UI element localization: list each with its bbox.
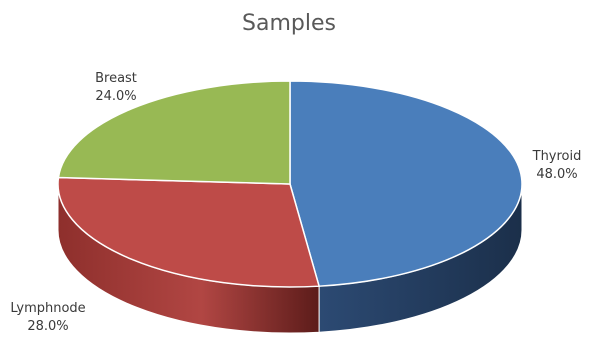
slice-labels: Thyroid 48.0% Lymphnode 28.0% Breast 24.0% — [10, 71, 581, 334]
slice-lymphnode — [57, 176, 321, 288]
slice-breast — [57, 80, 291, 185]
chart-title: Samples — [242, 11, 336, 36]
slice-value-lymphnode: 28.0% — [27, 319, 68, 334]
slice-value-breast: 24.0% — [95, 89, 136, 104]
slice-label-thyroid: Thyroid — [532, 149, 582, 164]
pie-top-group — [57, 80, 523, 288]
slice-label-lymphnode: Lymphnode — [10, 301, 85, 316]
slice-label-breast: Breast — [95, 71, 137, 86]
slice-thyroid — [289, 80, 523, 287]
slice-value-thyroid: 48.0% — [536, 167, 577, 182]
